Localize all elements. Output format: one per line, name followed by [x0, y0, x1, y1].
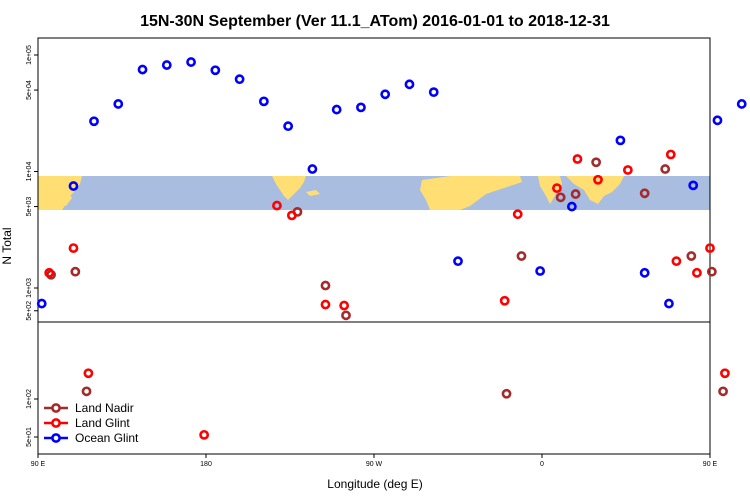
- y-axis-label: N Total: [0, 227, 14, 264]
- land-nadir-point: [501, 388, 512, 399]
- land-glint-point: [705, 243, 715, 254]
- y-tick-label: 1e+03: [26, 278, 33, 298]
- y-tick-label: 5e+01: [26, 427, 33, 447]
- y-tick-label: 5e+04: [26, 80, 33, 100]
- ocean-glint-point: [736, 99, 747, 109]
- land-glint-point: [320, 299, 331, 310]
- land-glint-point: [499, 295, 510, 306]
- land-north-america: [272, 176, 306, 200]
- land-nadir-point: [570, 189, 581, 199]
- ocean-glint-point: [210, 65, 221, 76]
- x-axis-ticks: 90 E 180 90 W 0 90 E: [31, 454, 718, 468]
- ocean-glint-point: [113, 99, 124, 109]
- land-africa-arabia: [420, 176, 522, 210]
- land-glint-point: [44, 267, 55, 278]
- y-axis-ticks-upper: 1e+03 5e+03 1e+04 5e+04 1e+05: [26, 45, 38, 298]
- ocean-glint-point: [428, 87, 439, 98]
- ocean-glint-point: [380, 89, 391, 100]
- land-nadir-point: [320, 280, 331, 291]
- legend-marker: [51, 433, 61, 443]
- x-tick-label: 0: [540, 461, 544, 468]
- y-axis-ticks-lower: 5e+01 1e+02 5e+02: [26, 301, 38, 447]
- land-nadir-point: [555, 192, 566, 203]
- land-nadir-point: [706, 266, 717, 277]
- legend-item: Land Glint: [44, 416, 130, 430]
- land-nadir-point: [660, 164, 671, 174]
- land-southeast-asia: [566, 176, 624, 204]
- x-tick-label: 90 E: [703, 461, 718, 468]
- land-nadir-point: [718, 386, 728, 397]
- ocean-glint-point: [186, 57, 196, 67]
- land-glint-point: [593, 174, 603, 185]
- ocean-glint-point: [664, 298, 674, 309]
- land-glint-point: [286, 210, 297, 221]
- y-tick-label: 1e+04: [26, 162, 33, 182]
- plot-frame: [37, 37, 711, 455]
- land-glint-point: [720, 368, 730, 379]
- ocean-glint-point: [307, 164, 318, 174]
- ocean-glint-point: [36, 298, 47, 309]
- land-glint-point: [199, 429, 210, 440]
- y-tick-label: 5e+02: [26, 301, 33, 321]
- chart-title: 15N-30N September (Ver 11.1_ATom) 2016-0…: [140, 13, 610, 30]
- land-nadir-point: [686, 251, 697, 261]
- ocean-glint-point: [234, 74, 245, 85]
- legend-item: Land Nadir: [44, 401, 134, 415]
- legend-marker: [51, 418, 61, 428]
- land-glint-point: [512, 209, 523, 220]
- legend-marker: [51, 403, 61, 413]
- y-tick-label: 5e+03: [26, 197, 33, 217]
- ocean-glint-point: [161, 60, 172, 70]
- ocean-glint-point: [258, 96, 269, 107]
- land-glint-point: [339, 300, 350, 311]
- legend-label: Ocean Glint: [75, 431, 139, 445]
- land-nadir-point: [70, 266, 81, 277]
- ocean-glint-point: [356, 102, 366, 113]
- land-nadir-point: [341, 310, 351, 321]
- ocean-glint-point: [615, 135, 626, 146]
- ocean-glint-point: [283, 121, 294, 132]
- ocean-glint-point: [404, 79, 415, 90]
- x-tick-label: 90 W: [366, 461, 383, 468]
- x-tick-label: 180: [200, 461, 212, 468]
- ocean-glint-point: [68, 181, 79, 191]
- map-land: [38, 176, 624, 210]
- land-nadir-point: [81, 386, 92, 397]
- x-axis-label: Longitude (deg E): [327, 477, 422, 491]
- land-india: [538, 176, 562, 204]
- land-glint-point: [572, 154, 583, 164]
- land-nadir-point: [591, 157, 602, 168]
- x-tick-label: 90 E: [31, 461, 46, 468]
- y-tick-label: 1e+02: [26, 389, 33, 409]
- land-glint-point: [622, 165, 633, 175]
- ocean-glint-point: [639, 267, 650, 278]
- ocean-glint-point: [688, 180, 699, 191]
- ocean-glint-point: [566, 201, 577, 212]
- land-nadir-point: [516, 251, 527, 261]
- legend-label: Land Glint: [75, 416, 130, 430]
- land-glint-point: [671, 256, 682, 267]
- y-tick-label: 1e+05: [26, 45, 33, 65]
- land-glint-point: [68, 243, 79, 254]
- land-glint-point: [665, 149, 676, 160]
- land-indonesia: [60, 192, 72, 206]
- land-glint-point: [272, 200, 282, 211]
- land-glint-point: [83, 368, 94, 379]
- ocean-glint-point: [712, 115, 723, 126]
- land-nadir-point: [639, 188, 650, 199]
- legend-label: Land Nadir: [75, 401, 134, 415]
- land-glint-point: [552, 183, 562, 194]
- legend-item: Ocean Glint: [44, 431, 139, 445]
- land-caribbean: [306, 190, 320, 196]
- ocean-glint-point: [137, 64, 148, 75]
- land-glint-point: [692, 267, 702, 278]
- ocean-glint-point: [331, 104, 342, 115]
- ocean-glint-point: [453, 256, 463, 267]
- data-points: [36, 57, 747, 440]
- ocean-glint-point: [535, 266, 546, 276]
- ocean-glint-point: [89, 116, 99, 127]
